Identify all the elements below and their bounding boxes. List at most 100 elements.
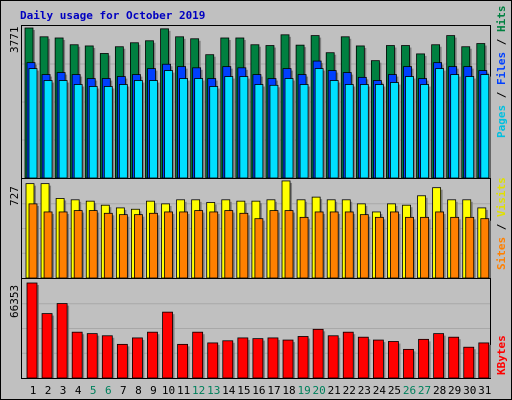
kbytes-bar-17 bbox=[267, 337, 279, 379]
sites-bar-22 bbox=[344, 211, 354, 279]
kbytes-bar-5 bbox=[86, 333, 98, 379]
x-tick-label-16: 16 bbox=[252, 384, 265, 397]
sites-bar-19 bbox=[299, 216, 309, 279]
pages-bar-25 bbox=[390, 82, 399, 179]
kbytes-bar-10 bbox=[162, 311, 173, 379]
x-tick-label-29: 29 bbox=[448, 384, 461, 397]
pages-bar-10 bbox=[164, 70, 173, 179]
pages-bar-28 bbox=[435, 68, 445, 179]
sites-bar-26 bbox=[405, 216, 414, 279]
kbytes-bar-25 bbox=[388, 341, 399, 379]
pages-bar-2 bbox=[43, 80, 53, 179]
x-tick-label-5: 5 bbox=[90, 384, 97, 397]
sites-bar-24 bbox=[374, 216, 384, 279]
pages-bar-15 bbox=[239, 76, 249, 179]
visitors-max-label: 727 bbox=[8, 186, 21, 206]
legend-files: Files bbox=[495, 52, 508, 85]
kbytes-bar-19 bbox=[297, 336, 309, 379]
requests-max-label: 3771 bbox=[8, 27, 21, 54]
visitors-legend: Sites / Visits bbox=[495, 177, 508, 270]
x-tick-label-1: 1 bbox=[30, 384, 37, 397]
x-tick-label-31: 31 bbox=[478, 384, 491, 397]
x-tick-label-18: 18 bbox=[282, 384, 295, 397]
pages-bar-4 bbox=[73, 84, 83, 179]
kbytes-bar-20 bbox=[312, 328, 324, 379]
kbytes-bar-28 bbox=[433, 333, 445, 379]
pages-bar-8 bbox=[134, 80, 143, 179]
x-tick-label-8: 8 bbox=[135, 384, 142, 397]
sites-bar-30 bbox=[465, 216, 475, 279]
pages-bar-23 bbox=[359, 84, 369, 179]
kbytes-bar-30 bbox=[463, 346, 475, 379]
x-axis-labels: 1 2 3 4 5 6 7 8 9 10 11 12 13 14 15 16 17 18 19 20 21 22 23 24 2… bbox=[30, 384, 492, 397]
sites-bar-16 bbox=[254, 218, 264, 279]
legend-sites: Sites bbox=[495, 237, 508, 270]
kbytes-bar-27 bbox=[418, 338, 429, 379]
x-tick-label-19: 19 bbox=[297, 384, 310, 397]
pages-bar-19 bbox=[299, 84, 309, 179]
kbytes-bar-15 bbox=[237, 337, 249, 379]
sites-bar-1 bbox=[28, 203, 38, 279]
x-tick-label-3: 3 bbox=[60, 384, 67, 397]
x-tick-label-17: 17 bbox=[267, 384, 280, 397]
legend-pages: Pages bbox=[495, 105, 508, 138]
kbytes-bar-18 bbox=[282, 339, 294, 379]
pages-bar-24 bbox=[374, 84, 384, 179]
sites-bar-9 bbox=[149, 212, 158, 279]
sites-bar-3 bbox=[58, 211, 68, 279]
kbytes-bar-23 bbox=[357, 336, 369, 379]
legend-hits: Hits bbox=[495, 6, 508, 33]
sites-bar-27 bbox=[420, 216, 429, 279]
x-tick-label-23: 23 bbox=[358, 384, 371, 397]
pages-bar-21 bbox=[329, 80, 339, 179]
sites-bar-2 bbox=[43, 211, 53, 279]
x-tick-label-12: 12 bbox=[192, 384, 205, 397]
pages-bar-22 bbox=[344, 84, 354, 179]
pages-bar-31 bbox=[480, 74, 490, 179]
sites-bar-14 bbox=[224, 210, 234, 279]
sites-bar-15 bbox=[239, 212, 249, 279]
sites-bar-23 bbox=[359, 214, 369, 279]
pages-bar-27 bbox=[420, 84, 429, 179]
sites-bar-20 bbox=[314, 211, 324, 279]
pages-bar-29 bbox=[450, 74, 460, 179]
x-tick-label-11: 11 bbox=[177, 384, 190, 397]
sites-bar-28 bbox=[435, 211, 445, 279]
x-tick-label-6: 6 bbox=[105, 384, 112, 397]
pages-bar-6 bbox=[103, 86, 113, 179]
pages-bar-13 bbox=[209, 86, 219, 179]
kbytes-bar-2 bbox=[41, 313, 53, 379]
x-tick-label-27: 27 bbox=[418, 384, 431, 397]
x-tick-label-24: 24 bbox=[373, 384, 387, 397]
pages-bar-7 bbox=[118, 84, 128, 179]
sites-bar-8 bbox=[134, 214, 143, 279]
pages-bar-20 bbox=[314, 68, 324, 179]
kbytes-bar-1 bbox=[26, 282, 38, 379]
chart-marks bbox=[22, 27, 491, 379]
pages-bar-16 bbox=[254, 84, 264, 179]
traffic-legend: KBytes bbox=[495, 335, 508, 375]
kbytes-bar-16 bbox=[252, 338, 264, 379]
kbytes-bar-21 bbox=[327, 335, 339, 379]
chart-title: Daily usage for October 2019 bbox=[20, 9, 205, 22]
x-tick-label-30: 30 bbox=[463, 384, 476, 397]
x-tick-label-14: 14 bbox=[222, 384, 236, 397]
sites-bar-6 bbox=[103, 212, 113, 279]
pages-bar-1 bbox=[28, 68, 38, 179]
pages-bar-9 bbox=[149, 80, 158, 179]
legend-sep-1: / bbox=[495, 85, 508, 105]
legend-visits: Visits bbox=[495, 177, 508, 217]
kbytes-bar-29 bbox=[448, 336, 460, 379]
sites-bar-11 bbox=[179, 211, 189, 279]
pages-bar-18 bbox=[284, 78, 294, 179]
pages-bar-11 bbox=[179, 78, 189, 179]
kbytes-bar-11 bbox=[177, 343, 189, 379]
kbytes-bar-24 bbox=[372, 339, 384, 379]
pages-bar-3 bbox=[58, 80, 68, 179]
pages-bar-17 bbox=[269, 84, 279, 179]
sites-bar-12 bbox=[194, 210, 204, 279]
x-tick-label-25: 25 bbox=[388, 384, 401, 397]
x-tick-label-15: 15 bbox=[237, 384, 250, 397]
x-tick-label-20: 20 bbox=[313, 384, 326, 397]
x-tick-label-2: 2 bbox=[45, 384, 52, 397]
